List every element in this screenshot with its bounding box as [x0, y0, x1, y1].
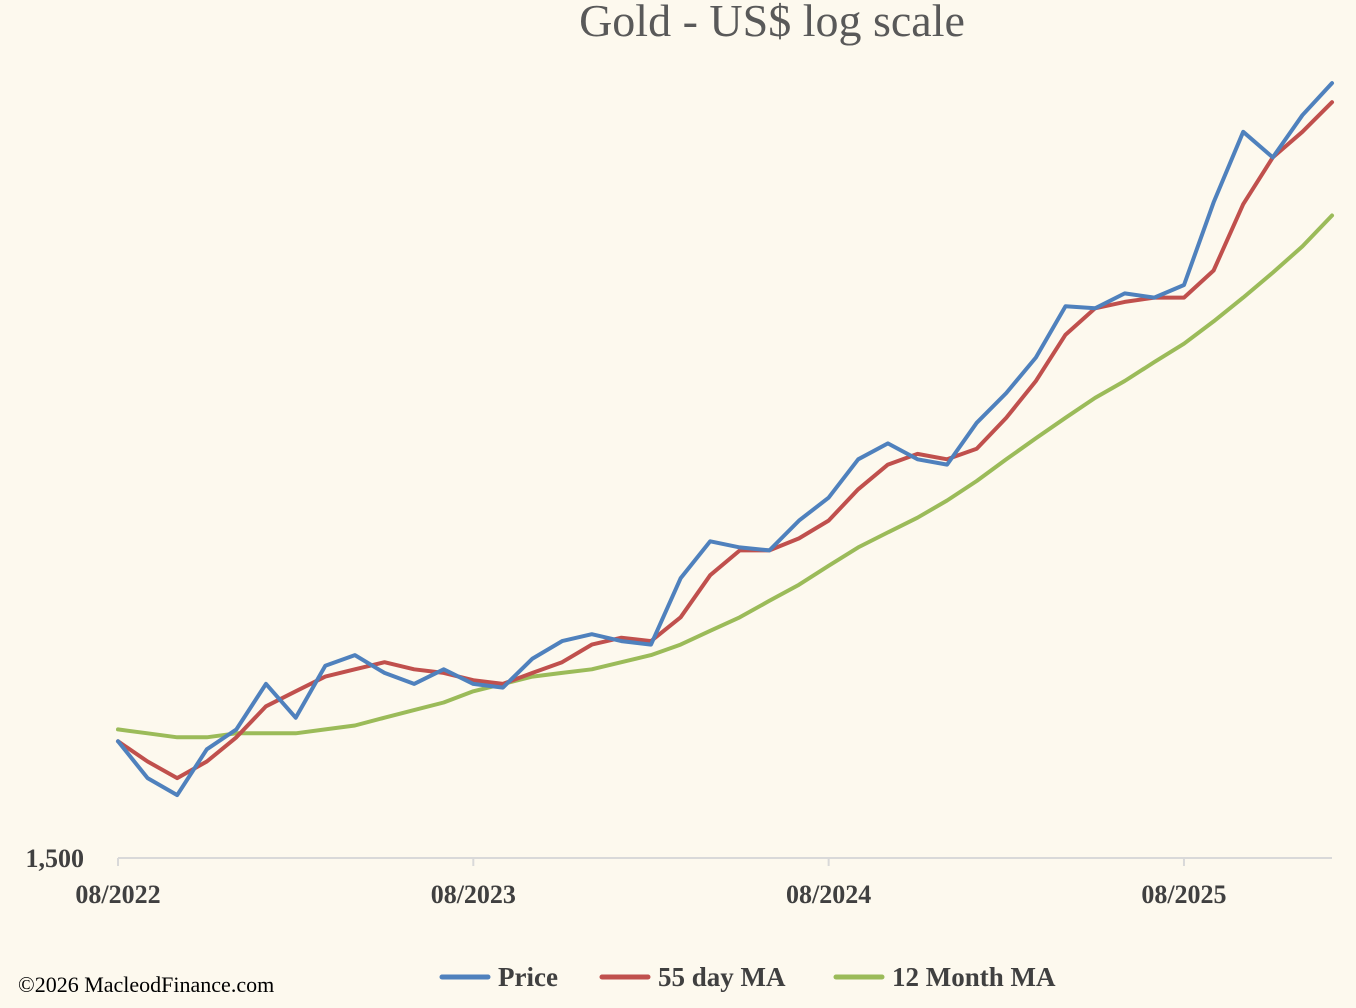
y-tick-label: 1,500: [26, 844, 85, 873]
legend-55-day-ma-label: 55 day MA: [658, 962, 786, 992]
x-tick-label: 08/2023: [431, 880, 516, 909]
x-tick-label: 08/2022: [75, 880, 160, 909]
x-tick-label: 08/2024: [786, 880, 871, 909]
series-group: [116, 81, 1334, 798]
series-line-12-month-ma: [116, 213, 1334, 740]
legend: Price 55 day MA 12 Month MA: [439, 962, 1056, 992]
copyright-text: ©2026 MacleodFinance.com: [18, 972, 274, 997]
legend-price-label: Price: [498, 962, 558, 992]
chart-title: Gold - US$ log scale: [579, 0, 965, 46]
series-line-price: [116, 81, 1334, 798]
legend-12-month-ma-label: 12 Month MA: [892, 962, 1056, 992]
x-tick-label: 08/2025: [1141, 880, 1226, 909]
axes-group: 08/2022 08/2023 08/2024 08/2025 1,500: [26, 844, 1332, 909]
series-line-55-day-ma: [116, 100, 1334, 781]
